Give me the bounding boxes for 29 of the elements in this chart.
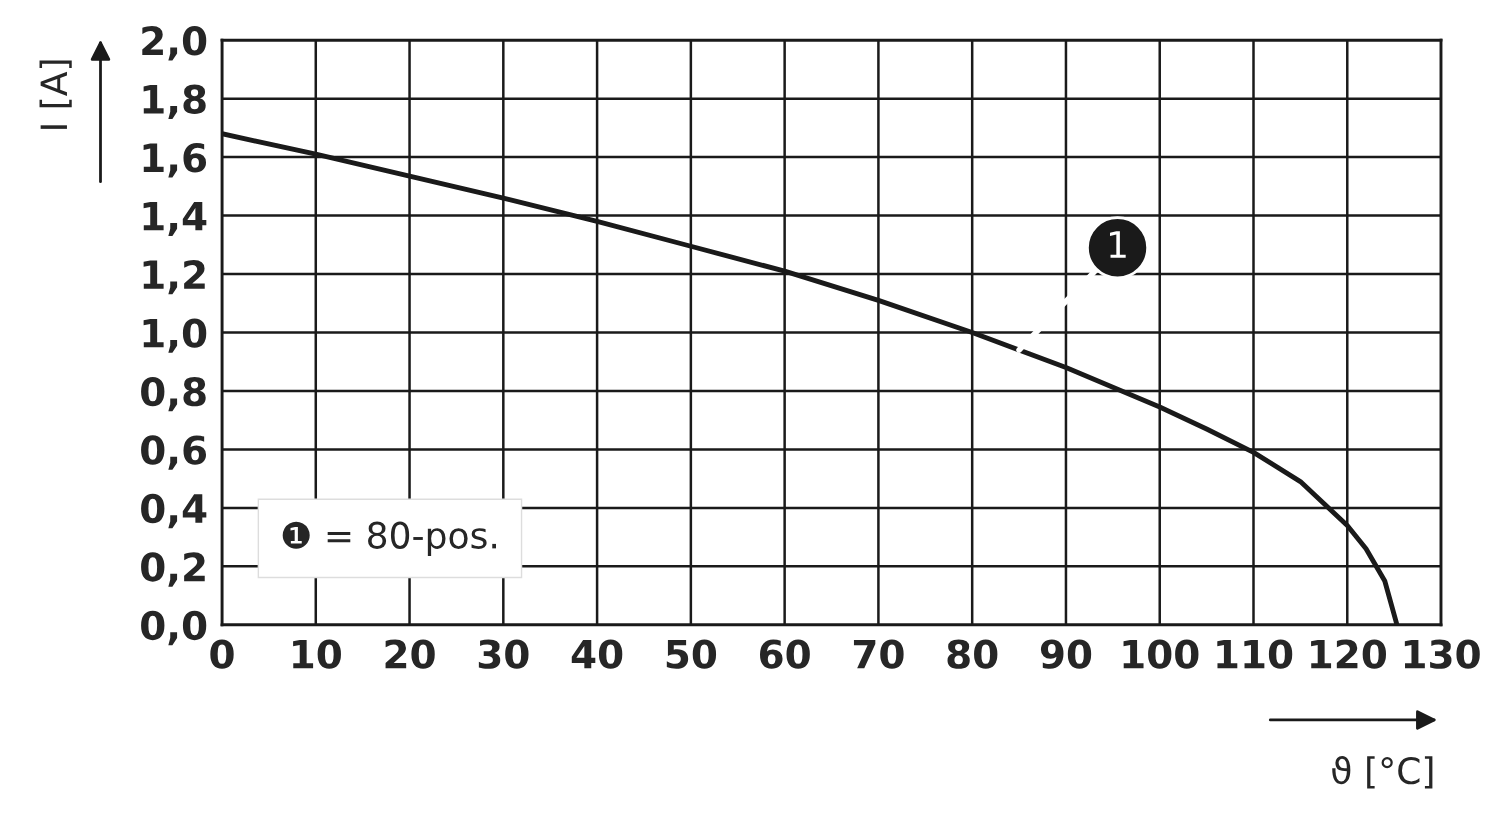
x-tick-label: 120 (1311, 639, 1387, 669)
y-tick-label: 1,4 (143, 202, 207, 236)
x-tick-label: 30 (478, 639, 529, 669)
y-tick-label: 0,4 (141, 493, 207, 529)
y-tick-label: 1,2 (143, 259, 205, 295)
y-tick-label: 1,0 (143, 318, 207, 353)
text: ❶ = 80-pos. (282, 521, 496, 556)
y-tick-label: 0,2 (141, 552, 205, 587)
x-tick-label: 130 (1404, 639, 1480, 669)
y-axis-title: I [A] (39, 60, 72, 129)
x-tick-label: 80 (947, 639, 998, 669)
x-tick-label: 90 (1040, 639, 1092, 669)
y-tick-label: 0,8 (141, 376, 206, 412)
x-tick-label: 50 (666, 639, 717, 669)
x-tick-label: 60 (759, 639, 810, 669)
x-tick-label: 10 (293, 639, 341, 669)
x-tick-label: 110 (1217, 639, 1293, 669)
y-tick-label: 0,6 (141, 435, 207, 470)
x-tick-label: 20 (385, 639, 435, 669)
x-tick-label: 100 (1123, 639, 1199, 669)
x-tick-label: 40 (571, 639, 623, 669)
x-axis-title: ϑ [°C] (1332, 756, 1433, 789)
y-tick-label: 1,8 (143, 84, 206, 119)
y-tick-label: 1,6 (143, 143, 207, 178)
x-tick-label: 70 (853, 639, 904, 669)
y-tick-label: 0,0 (141, 610, 207, 646)
y-tick-label: 2,0 (142, 26, 207, 61)
annotation: 1 (1110, 231, 1126, 258)
x-tick-label: 0 (210, 639, 234, 669)
